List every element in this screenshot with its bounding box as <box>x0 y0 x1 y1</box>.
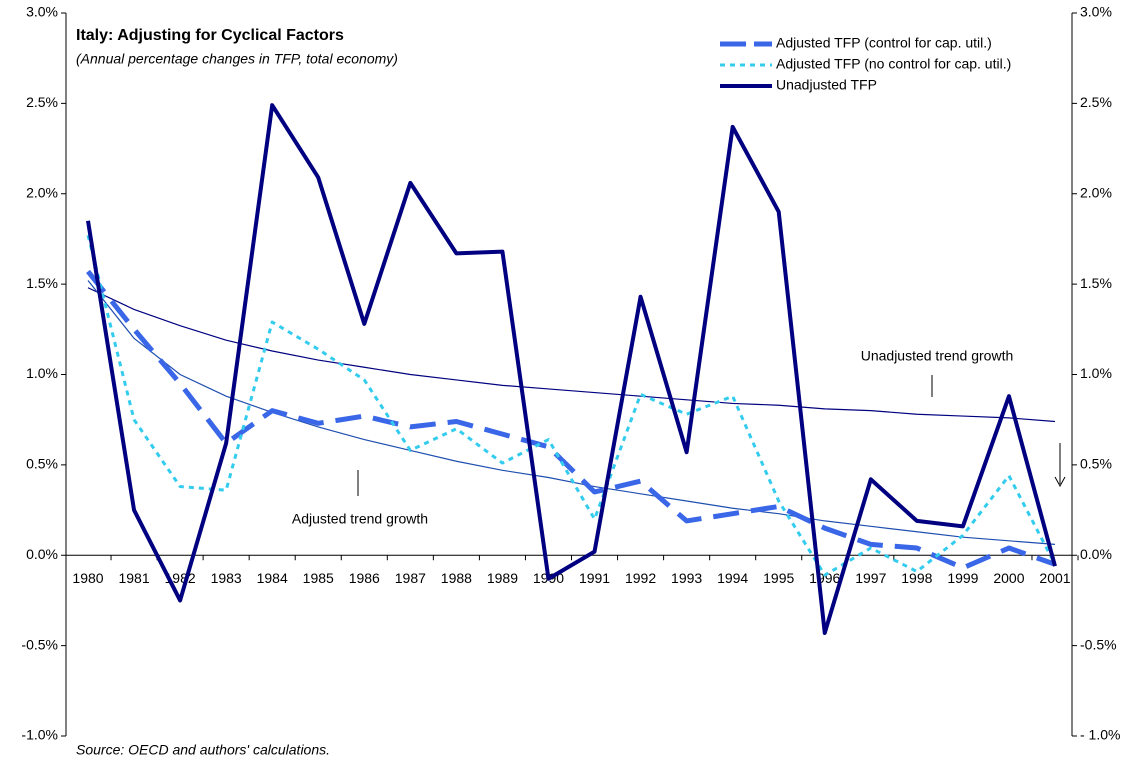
x-tick-label: 2000 <box>993 570 1024 586</box>
y-tick-label: 2.5% <box>26 94 58 110</box>
y2-tick-label: - 1.0% <box>1080 727 1120 743</box>
chart-title: Italy: Adjusting for Cyclical Factors <box>76 27 344 44</box>
x-tick-label: 1986 <box>349 570 380 586</box>
x-tick-label: 1981 <box>118 570 149 586</box>
y2-tick-label: 1.5% <box>1080 275 1112 291</box>
y2-tick-label: -0.5% <box>1080 636 1117 652</box>
series-line <box>86 103 1057 635</box>
y-tick-label: 0.5% <box>26 456 58 472</box>
x-tick-label: 1993 <box>671 570 702 586</box>
trend-label: Unadjusted trend growth <box>861 348 1014 364</box>
x-tick-label: 1998 <box>901 570 932 586</box>
y-tick-label: 1.0% <box>26 365 58 381</box>
x-tick-label: 1992 <box>625 570 656 586</box>
y2-tick-label: 3.0% <box>1080 4 1112 20</box>
y2-tick-label: 2.0% <box>1080 184 1112 200</box>
trend-line <box>87 280 1056 546</box>
y-tick-label: -1.0% <box>21 727 58 743</box>
x-tick-label: 1985 <box>303 570 334 586</box>
legend-label: Adjusted TFP (no control for cap. util.) <box>776 56 1011 72</box>
x-tick-label: 1995 <box>763 570 794 586</box>
legend-label: Adjusted TFP (control for cap. util.) <box>776 35 992 51</box>
y2-tick-label: 2.5% <box>1080 94 1112 110</box>
x-tick-label: 1999 <box>947 570 978 586</box>
trend-label: Adjusted trend growth <box>292 511 428 527</box>
x-tick-label: 1980 <box>72 570 103 586</box>
source-note: Source: OECD and authors' calculations. <box>76 742 330 758</box>
series-line <box>86 269 1056 571</box>
y-tick-label: 0.0% <box>26 546 58 562</box>
x-tick-label: 1994 <box>717 570 748 586</box>
trend-line <box>87 287 1056 423</box>
y2-tick-label: 1.0% <box>1080 365 1112 381</box>
x-tick-label: 1988 <box>441 570 472 586</box>
y2-tick-label: 0.0% <box>1080 546 1112 562</box>
x-tick-label: 1996 <box>809 570 840 586</box>
x-tick-label: 1984 <box>257 570 288 586</box>
x-tick-label: 2001 <box>1039 570 1070 586</box>
series-line <box>86 234 1057 577</box>
chart-subtitle: (Annual percentage changes in TFP, total… <box>76 51 398 67</box>
x-tick-label: 1983 <box>211 570 242 586</box>
y-tick-label: 3.0% <box>26 4 58 20</box>
x-tick-label: 1997 <box>855 570 886 586</box>
arrow-head <box>1054 476 1066 488</box>
y-tick-label: -0.5% <box>21 636 58 652</box>
x-tick-label: 1989 <box>487 570 518 586</box>
y-tick-label: 2.0% <box>26 184 58 200</box>
legend-label: Unadjusted TFP <box>776 77 877 93</box>
x-tick-label: 1987 <box>395 570 426 586</box>
x-tick-label: 1991 <box>579 570 610 586</box>
y2-tick-label: 0.5% <box>1080 456 1112 472</box>
y-tick-label: 1.5% <box>26 275 58 291</box>
